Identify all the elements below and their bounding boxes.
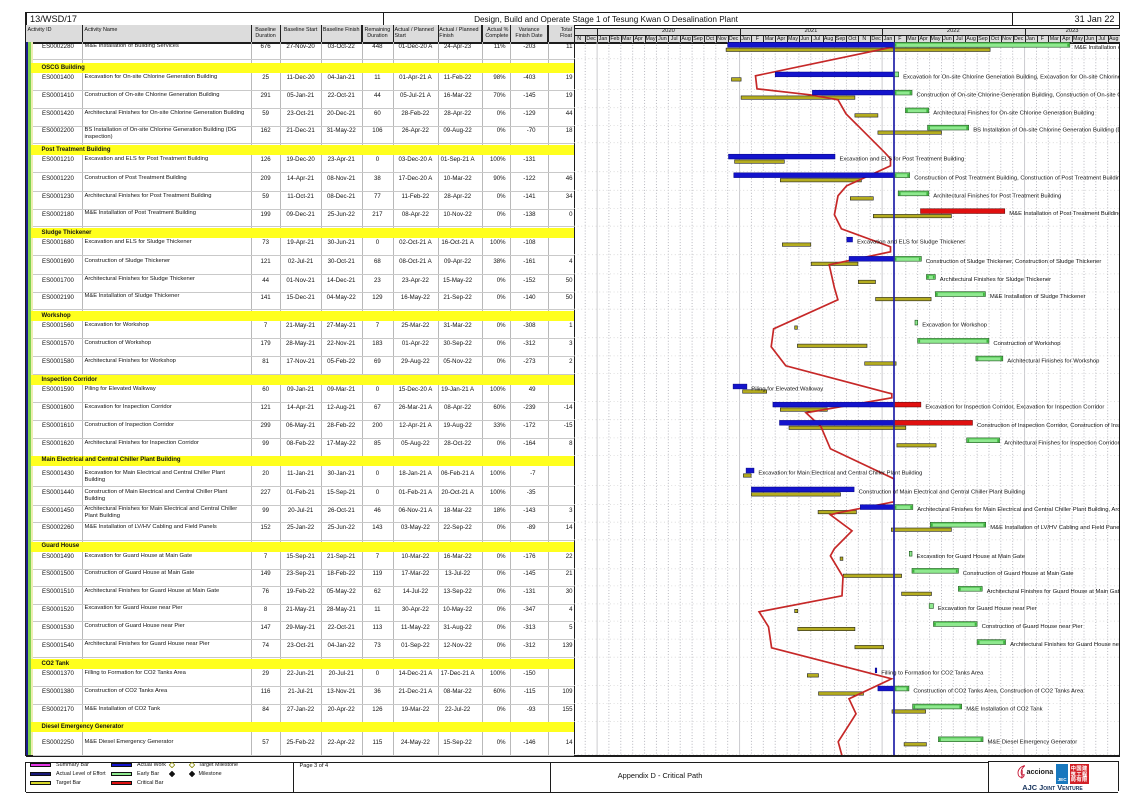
- svg-text:Architectural Finishes for Gua: Architectural Finishes for Guard House n…: [1010, 642, 1120, 648]
- svg-text:Architectural Finishes for Pos: Architectural Finishes for Post Treatmen…: [933, 194, 1061, 200]
- svg-text:Excavation for On-site Chlorin: Excavation for On-site Chlorine Generati…: [903, 75, 1120, 81]
- svg-text:Construction of Sludge Thicken: Construction of Sludge Thickener, Constr…: [926, 259, 1102, 265]
- svg-text:M&E Installation of LV/HV Cabl: M&E Installation of LV/HV Cabling and Fi…: [990, 525, 1120, 531]
- svg-text:Excavation for Guard House nea: Excavation for Guard House near Pier: [938, 606, 1037, 612]
- svg-text:Architectural Finishes for On-: Architectural Finishes for On-site Chlor…: [933, 111, 1094, 117]
- svg-text:Excavation for Workshop: Excavation for Workshop: [922, 323, 987, 329]
- svg-text:Construction of Main Electrica: Construction of Main Electrical and Cent…: [859, 490, 1025, 496]
- svg-text:Architectural Finishes for Ins: Architectural Finishes for Inspection Co…: [1004, 441, 1119, 447]
- svg-text:Piling for Elevated Walkway: Piling for Elevated Walkway: [751, 387, 823, 393]
- svg-text:Architectural Finishes for Gua: Architectural Finishes for Guard House a…: [987, 589, 1120, 595]
- svg-text:Construction of Inspection Cor: Construction of Inspection Corridor, Con…: [977, 423, 1120, 429]
- svg-text:M&E Diesel Emergency Generator: M&E Diesel Emergency Generator: [988, 740, 1078, 746]
- svg-text:Construction of Post Treatment: Construction of Post Treatment Building,…: [914, 175, 1120, 181]
- svg-text:Excavation for Main Electrical: Excavation for Main Electrical and Centr…: [758, 471, 922, 477]
- svg-text:M&E Installation of Post Treat: M&E Installation of Post Treatment Build…: [1009, 211, 1120, 217]
- svg-text:Excavation for Inspection Corr: Excavation for Inspection Corridor, Exca…: [925, 405, 1104, 411]
- svg-text:Construction of CO2 Tanks Area: Construction of CO2 Tanks Area, Construc…: [913, 689, 1084, 695]
- svg-text:Filling to Formation for CO2 T: Filling to Formation for CO2 Tanks Area: [881, 671, 984, 677]
- svg-text:Construction of Guard House at: Construction of Guard House at Main Gate: [963, 571, 1074, 577]
- svg-text:Construction of On-site Chlori: Construction of On-site Chlorine Generat…: [917, 93, 1121, 99]
- svg-text:M&E Installation of Sludge Thi: M&E Installation of Sludge Thickener: [990, 294, 1086, 300]
- svg-text:Architectural Finishes for Slu: Architectural Finishes for Sludge Thicke…: [940, 277, 1051, 283]
- svg-text:BS Installation of On-site Chl: BS Installation of On-site Chlorine Gene…: [973, 128, 1120, 134]
- svg-text:Architectural Finishes for Wor: Architectural Finishes for Workshop: [1007, 359, 1099, 365]
- svg-text:Excavation for Guard House at: Excavation for Guard House at Main Gate: [917, 554, 1026, 560]
- svg-text:Architectural Finishes for Mai: Architectural Finishes for Main Electric…: [917, 507, 1120, 513]
- svg-text:Excavation and ELS for Sludge: Excavation and ELS for Sludge Thickener: [857, 240, 965, 246]
- svg-text:Excavation and ELS for Post Tr: Excavation and ELS for Post Treatment Bu…: [840, 157, 965, 163]
- svg-text:M&E Installation of Building S: M&E Installation of Building Services, M…: [1074, 45, 1120, 51]
- svg-text:M&E Installation of CO2 Tank: M&E Installation of CO2 Tank: [966, 707, 1042, 713]
- svg-text:Construction of Guard House ne: Construction of Guard House near Pier: [982, 624, 1083, 630]
- svg-text:Construction of Workshop: Construction of Workshop: [993, 341, 1060, 347]
